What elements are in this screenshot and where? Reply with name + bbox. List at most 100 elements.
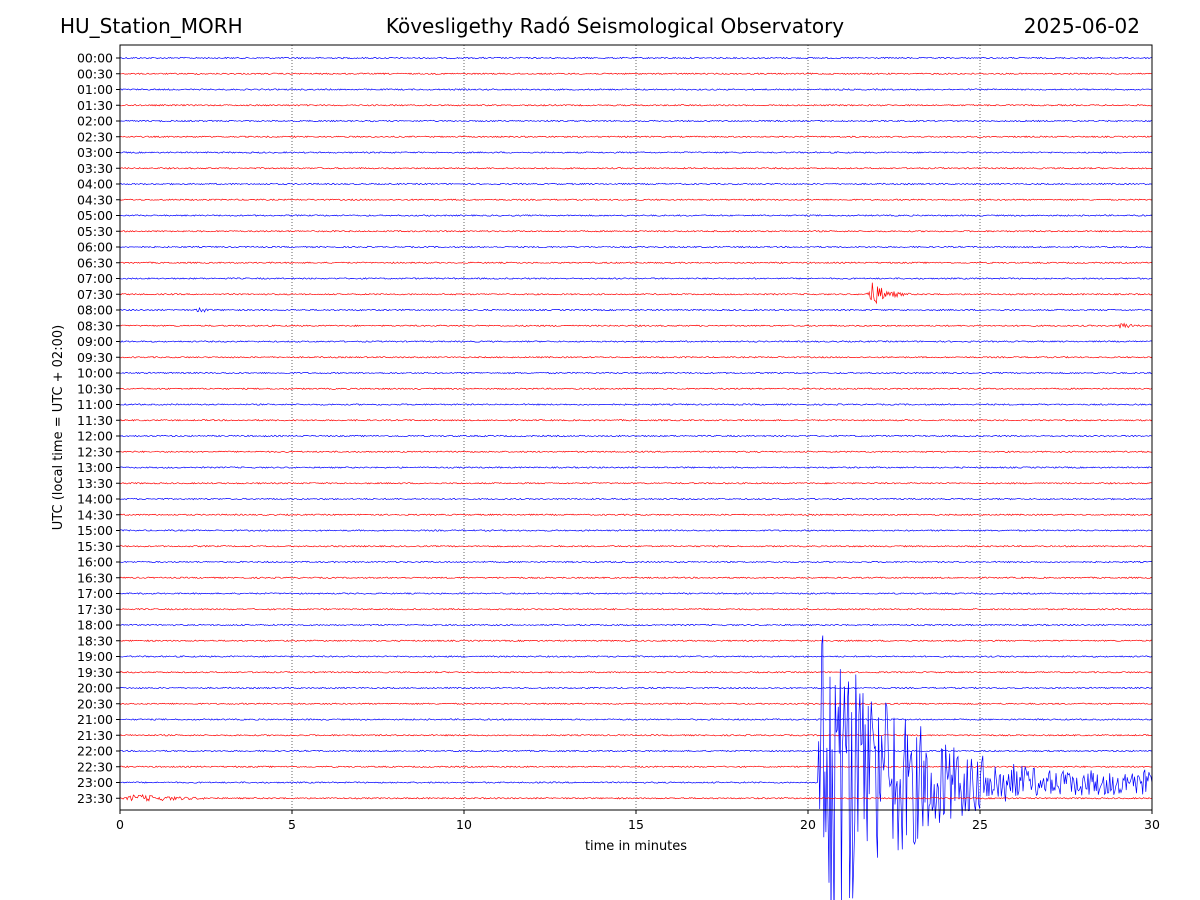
trace-0400 (119, 182, 1153, 186)
trace-0100 (119, 88, 1152, 91)
y-tick-label: 15:00 (77, 523, 113, 538)
trace-0430 (119, 198, 1153, 201)
y-tick-label: 12:00 (77, 429, 113, 444)
y-tick-label: 04:30 (77, 192, 113, 207)
x-tick-label: 10 (456, 817, 472, 832)
y-tick-label: 00:30 (77, 66, 113, 81)
trace-0930 (119, 356, 1153, 359)
trace-2100 (119, 718, 1153, 721)
x-axis-ticks: 0 5 10 15 20 25 30 (116, 810, 1160, 832)
y-tick-label: 23:30 (77, 791, 113, 806)
trace-1200 (119, 434, 1153, 438)
trace-1530 (119, 545, 1153, 548)
y-tick-label: 08:00 (77, 303, 113, 318)
x-tick-label: 20 (800, 817, 816, 832)
y-tick-label: 06:00 (77, 240, 113, 255)
trace-2300 (120, 635, 1153, 900)
trace-1230 (119, 450, 1153, 453)
trace-1900 (119, 655, 1153, 658)
y-tick-label: 08:30 (77, 318, 113, 333)
trace-2230 (119, 765, 1153, 768)
seismogram-traces (119, 56, 1153, 900)
trace-1600 (119, 560, 1153, 564)
y-tick-label: 05:30 (77, 224, 113, 239)
y-tick-label: 11:30 (77, 413, 113, 428)
x-tick-label: 5 (288, 817, 296, 832)
trace-0700 (119, 277, 1153, 280)
trace-1730 (119, 608, 1153, 611)
trace-2330 (119, 793, 1153, 802)
trace-1500 (120, 529, 1153, 532)
trace-1430 (119, 513, 1153, 516)
y-tick-label: 10:00 (77, 366, 113, 381)
y-tick-label: 01:30 (77, 98, 113, 113)
y-tick-label: 09:30 (77, 350, 113, 365)
y-tick-label: 17:30 (77, 602, 113, 617)
trace-0130 (119, 104, 1153, 107)
trace-0000 (119, 56, 1153, 60)
x-tick-label: 25 (972, 817, 988, 832)
trace-0330 (119, 167, 1153, 170)
trace-1030 (119, 387, 1153, 390)
trace-0530 (119, 230, 1153, 233)
y-tick-label: 09:00 (77, 334, 113, 349)
trace-1130 (119, 419, 1153, 422)
trace-1330 (119, 482, 1153, 485)
y-tick-label: 05:00 (77, 208, 113, 223)
y-tick-label: 14:00 (77, 492, 113, 507)
y-tick-label: 07:00 (77, 271, 113, 286)
y-tick-label: 10:30 (77, 381, 113, 396)
y-tick-label: 16:30 (77, 570, 113, 585)
trace-1100 (119, 403, 1153, 406)
y-axis-ticks: 00:0000:3001:0001:3002:0002:3003:0003:30… (77, 51, 120, 806)
trace-2000 (119, 686, 1153, 690)
y-tick-label: 19:00 (77, 649, 113, 664)
x-tick-label: 0 (116, 817, 124, 832)
trace-0830 (119, 322, 1153, 329)
y-tick-label: 06:30 (77, 255, 113, 270)
trace-0900 (119, 340, 1153, 343)
y-tick-label: 22:00 (77, 744, 113, 759)
trace-2200 (119, 749, 1153, 753)
trace-1830 (119, 639, 1153, 642)
trace-1930 (119, 671, 1153, 674)
x-axis-label: time in minutes (585, 839, 687, 854)
y-tick-label: 00:00 (77, 51, 113, 66)
y-tick-label: 02:00 (77, 114, 113, 129)
y-tick-label: 19:30 (77, 665, 113, 680)
y-tick-label: 11:00 (77, 397, 113, 412)
x-tick-label: 30 (1144, 817, 1160, 832)
trace-1400 (119, 497, 1153, 501)
y-tick-label: 02:30 (77, 129, 113, 144)
y-tick-label: 03:30 (77, 161, 113, 176)
trace-0600 (119, 245, 1153, 249)
y-tick-label: 16:00 (77, 555, 113, 570)
y-tick-label: 13:00 (77, 460, 113, 475)
trace-1700 (119, 592, 1153, 595)
trace-0300 (119, 151, 1153, 154)
y-tick-label: 12:30 (77, 444, 113, 459)
y-tick-label: 04:00 (77, 177, 113, 192)
trace-2130 (119, 734, 1153, 737)
trace-0500 (119, 214, 1153, 217)
y-tick-label: 20:00 (77, 681, 113, 696)
y-tick-label: 14:30 (77, 507, 113, 522)
y-tick-label: 23:00 (77, 775, 113, 790)
y-tick-label: 18:30 (77, 633, 113, 648)
trace-1000 (120, 371, 1153, 375)
y-tick-label: 13:30 (77, 476, 113, 491)
trace-2030 (119, 702, 1153, 705)
observatory-title: Kövesligethy Radó Seismological Observat… (385, 14, 845, 38)
chart-date: 2025-06-02 (1023, 14, 1140, 38)
trace-0200 (119, 119, 1153, 123)
y-tick-label: 01:00 (77, 82, 113, 97)
trace-1630 (119, 576, 1152, 579)
y-tick-label: 18:00 (77, 618, 113, 633)
y-tick-label: 03:00 (77, 145, 113, 160)
y-tick-label: 07:30 (77, 287, 113, 302)
y-tick-label: 21:00 (77, 712, 113, 727)
trace-0030 (119, 72, 1153, 75)
x-tick-label: 15 (628, 817, 644, 832)
trace-0800 (119, 306, 1153, 313)
trace-0230 (119, 135, 1153, 138)
